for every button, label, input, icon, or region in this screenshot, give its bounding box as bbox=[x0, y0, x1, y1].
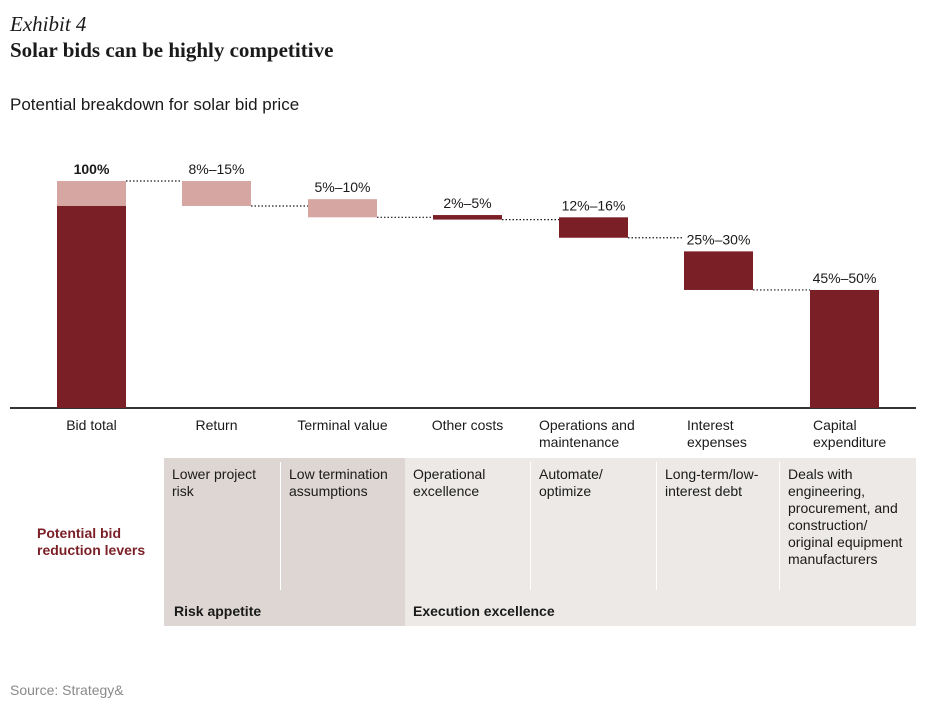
levers-risk-appetite-panel bbox=[164, 458, 405, 626]
category-label: Bid total bbox=[66, 417, 117, 433]
lever-epc-deals: Deals with engineering, procurement, and… bbox=[788, 466, 903, 567]
category-label: expenditure bbox=[813, 434, 886, 450]
category-label: expenses bbox=[687, 434, 747, 450]
source-note: Source: Strategy& bbox=[10, 682, 124, 698]
data-label: 12%–16% bbox=[562, 197, 626, 213]
category-label: Terminal value bbox=[297, 417, 387, 433]
data-label: 2%–5% bbox=[443, 195, 491, 211]
bar-bid-total-range bbox=[57, 181, 126, 206]
lever-operational-excellence: Operational excellence bbox=[413, 466, 486, 499]
data-label: 45%–50% bbox=[813, 270, 877, 286]
data-label: 5%–10% bbox=[314, 179, 370, 195]
chart-subtitle: Potential breakdown for solar bid price bbox=[10, 95, 300, 114]
headline: Solar bids can be highly competitive bbox=[10, 38, 334, 62]
category-label: Operations and bbox=[539, 417, 635, 433]
category-label: Return bbox=[195, 417, 237, 433]
lever-divider bbox=[530, 462, 531, 590]
bar-capital-expenditure bbox=[810, 289, 879, 408]
lever-lower-project-risk: Lower project risk bbox=[172, 466, 257, 499]
data-label: 25%–30% bbox=[687, 231, 751, 247]
category-label: maintenance bbox=[539, 434, 619, 450]
lever-automate-optimize: Automate/ optimize bbox=[539, 466, 603, 499]
lever-divider bbox=[779, 462, 780, 590]
group-label-execution-excellence: Execution excellence bbox=[413, 603, 555, 619]
bar-terminal-value bbox=[308, 199, 377, 218]
levers-execution-panel bbox=[405, 458, 916, 626]
waterfall-chart: 100% Bid total 8%–15% Return 5%–10% Terminal … bbox=[10, 161, 916, 450]
lever-long-term-debt: Long-term/low-interest debt bbox=[665, 466, 759, 499]
bar-interest-expenses bbox=[684, 251, 753, 290]
category-label: Interest bbox=[687, 417, 734, 433]
bar-other-costs bbox=[433, 215, 502, 220]
bar-bid-total bbox=[57, 205, 126, 408]
data-label: 100% bbox=[74, 161, 110, 177]
bar-return bbox=[182, 181, 251, 206]
exhibit-number: Exhibit 4 bbox=[10, 12, 87, 36]
lever-low-termination: Low termination assumptions bbox=[289, 466, 388, 499]
levers-row-label: Potential bid reduction levers bbox=[37, 525, 146, 558]
bar-operations-and-maintenance bbox=[559, 217, 628, 238]
lever-divider bbox=[656, 462, 657, 590]
group-label-risk-appetite: Risk appetite bbox=[174, 603, 262, 619]
data-label: 8%–15% bbox=[188, 161, 244, 177]
lever-divider bbox=[280, 462, 281, 590]
category-label: Capital bbox=[813, 417, 857, 433]
category-label: Other costs bbox=[432, 417, 504, 433]
